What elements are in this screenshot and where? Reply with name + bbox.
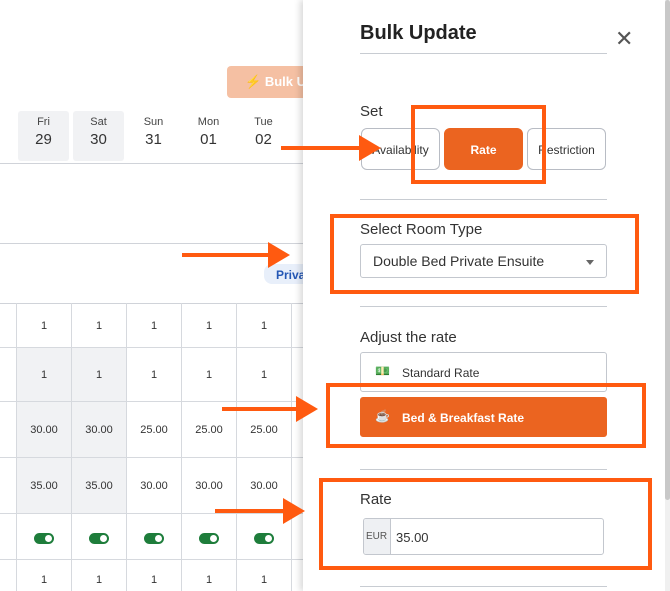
- day-date: 30: [90, 131, 107, 148]
- room-type-label: Select Room Type: [360, 221, 483, 238]
- money-icon: 💵: [375, 364, 390, 378]
- availability-toggle[interactable]: [17, 514, 72, 560]
- grid-cell: 1: [72, 560, 127, 591]
- grid-cell: 1: [127, 348, 182, 402]
- toggle-switch[interactable]: [89, 533, 109, 544]
- availability-toggle[interactable]: [127, 514, 182, 560]
- grid-cell: 1: [237, 303, 292, 348]
- room-type-value: Double Bed Private Ensuite: [373, 253, 545, 269]
- rate-plan-standard[interactable]: 💵 Standard Rate: [360, 352, 607, 392]
- grid-cell: 1: [72, 348, 127, 402]
- availability-toggle[interactable]: [72, 514, 127, 560]
- grid-cell: 30.00: [72, 402, 127, 458]
- toggle-switch[interactable]: [34, 533, 54, 544]
- day-name: Sat: [90, 116, 107, 128]
- annotation-arrow: [281, 135, 381, 161]
- grid-cell: [292, 303, 310, 348]
- grid-cell: 1: [17, 303, 72, 348]
- annotation-box-rate: [411, 105, 546, 184]
- day-header: Sun 31: [128, 111, 179, 161]
- set-option-rate[interactable]: Rate: [444, 128, 523, 170]
- grid-cell: 1: [237, 348, 292, 402]
- coffee-cup-icon: ☕: [375, 409, 390, 423]
- grid-cell: [292, 514, 310, 560]
- set-label: Set: [360, 103, 383, 120]
- grid-cell: 1: [182, 560, 237, 591]
- rate-input[interactable]: EUR 35.00: [363, 518, 604, 555]
- day-date: 31: [145, 131, 162, 148]
- toggle-switch[interactable]: [144, 533, 164, 544]
- annotation-box-room-type: [330, 214, 639, 294]
- annotation-arrow: [222, 396, 318, 422]
- grid-cell: 1: [182, 303, 237, 348]
- grid-cell: 1: [127, 303, 182, 348]
- grid-cell: 0: [0, 458, 17, 514]
- grid-cell: 1: [127, 560, 182, 591]
- rate-label: Rate: [360, 491, 392, 508]
- day-header: Sat 30: [73, 111, 124, 161]
- rate-plan-bed-breakfast[interactable]: ☕ Bed & Breakfast Rate: [360, 397, 607, 437]
- annotation-box-rate-plan: [326, 383, 646, 448]
- day-date: 29: [35, 131, 52, 148]
- grid-cell: 1: [17, 560, 72, 591]
- calendar-background: ⚡ Bulk Up Fri 29 Sat 30 Sun 31 Mon 01 Tue 02 Priv…: [0, 0, 310, 591]
- grid-cell: [292, 402, 310, 458]
- grid-cell: 30.00: [237, 458, 292, 514]
- grid-cell: 1: [17, 348, 72, 402]
- annotation-arrow: [215, 498, 305, 524]
- annotation-box-rate-value: [319, 478, 652, 570]
- room-type-select[interactable]: Double Bed Private Ensuite: [360, 244, 607, 278]
- grid-cell: 1: [182, 348, 237, 402]
- grid-cell: 30.00: [182, 458, 237, 514]
- grid-cell: [0, 514, 17, 560]
- close-icon[interactable]: ✕: [615, 26, 634, 51]
- grid-cell: 0: [0, 402, 17, 458]
- grid-cell: [0, 560, 17, 591]
- panel-title: Bulk Update: [360, 22, 477, 44]
- grid-cell: 30.00: [127, 458, 182, 514]
- currency-addon: EUR: [364, 519, 391, 554]
- annotation-arrow: [182, 242, 290, 268]
- grid-cell: 35.00: [72, 458, 127, 514]
- day-header: Mon 01: [183, 111, 234, 161]
- grid-cell: 25.00: [127, 402, 182, 458]
- toggle-switch[interactable]: [199, 533, 219, 544]
- availability-toggle[interactable]: [182, 514, 237, 560]
- day-name: Tue: [254, 116, 273, 128]
- grid-cell: [0, 348, 17, 402]
- day-date: 02: [255, 131, 272, 148]
- set-option-restriction[interactable]: Restriction: [527, 128, 606, 170]
- day-header: Fri 29: [18, 111, 69, 161]
- grid-cell: 1: [72, 303, 127, 348]
- day-header: Tue 02: [238, 111, 289, 161]
- day-date: 01: [200, 131, 217, 148]
- chevron-down-icon: [586, 260, 594, 269]
- grid-cell: 25.00: [237, 402, 292, 458]
- room-type-tag: Priva: [264, 264, 310, 284]
- lightning-icon: ⚡: [245, 74, 262, 89]
- bulk-update-panel: Bulk Update ✕ Set Availability Rate Rest…: [303, 0, 665, 591]
- day-name: Fri: [37, 116, 50, 128]
- availability-toggle[interactable]: [237, 514, 292, 560]
- bulk-update-button[interactable]: ⚡ Bulk Up: [227, 66, 310, 98]
- grid-cell: 35.00: [17, 458, 72, 514]
- grid-cell: 30.00: [17, 402, 72, 458]
- day-name: Sun: [143, 116, 164, 128]
- adjust-rate-label: Adjust the rate: [360, 329, 457, 346]
- day-name: Mon: [197, 116, 220, 128]
- toggle-switch[interactable]: [254, 533, 274, 544]
- grid-cell: [0, 303, 17, 348]
- grid-cell: 1: [237, 560, 292, 591]
- scrollbar[interactable]: [665, 0, 670, 591]
- grid-cell: 25.00: [182, 402, 237, 458]
